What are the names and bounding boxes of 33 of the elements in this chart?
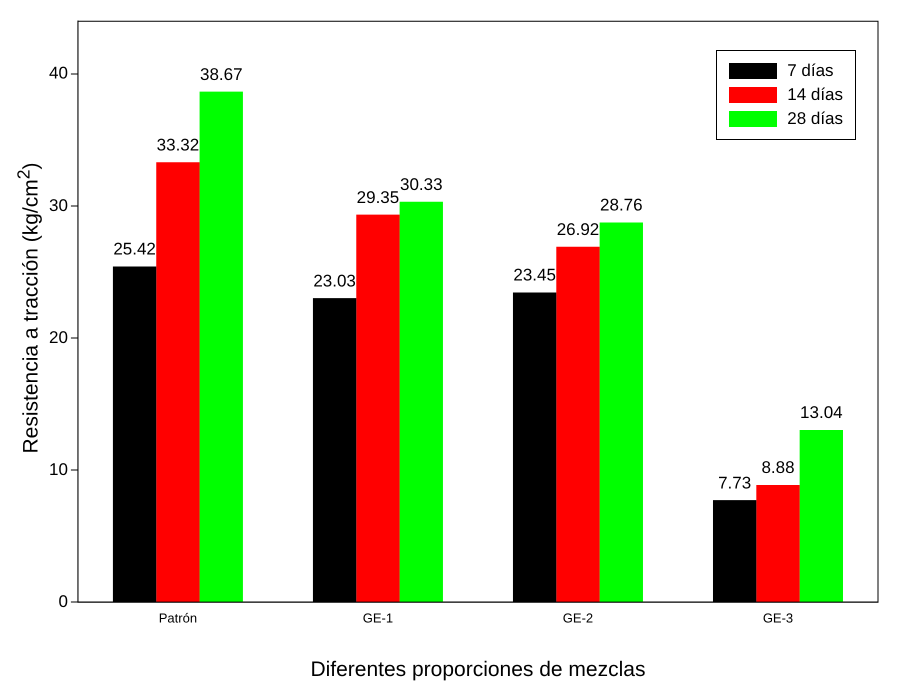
bar <box>356 214 400 602</box>
data-label: 28.76 <box>600 196 643 215</box>
y-tick-label: 30 <box>48 196 68 215</box>
y-tick-label: 0 <box>58 592 68 611</box>
y-tick-label: 40 <box>48 64 68 83</box>
data-label: 13.04 <box>800 403 843 422</box>
data-label: 29.35 <box>356 188 400 207</box>
data-label: 25.42 <box>113 240 156 259</box>
legend-label: 7 días <box>787 60 834 82</box>
bar <box>200 92 243 602</box>
x-tick-label: GE-2 <box>562 610 594 626</box>
x-tick-label: GE-1 <box>362 610 394 626</box>
data-label: 7.73 <box>718 473 752 492</box>
bar <box>756 484 800 602</box>
x-axis-title: Diferentes proporciones de mezclas <box>310 658 646 682</box>
x-tick-label: GE-3 <box>762 610 794 626</box>
y-tick-label: 10 <box>48 460 68 479</box>
data-label: 8.88 <box>761 458 795 478</box>
x-tick-label: Patrón <box>158 610 198 626</box>
bar <box>156 162 200 602</box>
data-label: 30.33 <box>400 174 443 194</box>
bar <box>600 222 643 602</box>
data-label: 33.32 <box>156 135 200 154</box>
data-label: 38.67 <box>200 64 243 84</box>
data-label: 23.45 <box>513 266 556 285</box>
y-tick-label: 20 <box>48 328 68 347</box>
data-label: 26.92 <box>556 220 600 239</box>
bar <box>800 430 843 602</box>
bar <box>556 246 600 602</box>
bar <box>400 202 443 602</box>
data-label: 23.03 <box>313 271 356 290</box>
legend-label: 28 días <box>787 108 843 130</box>
legend-label: 14 días <box>787 84 843 106</box>
